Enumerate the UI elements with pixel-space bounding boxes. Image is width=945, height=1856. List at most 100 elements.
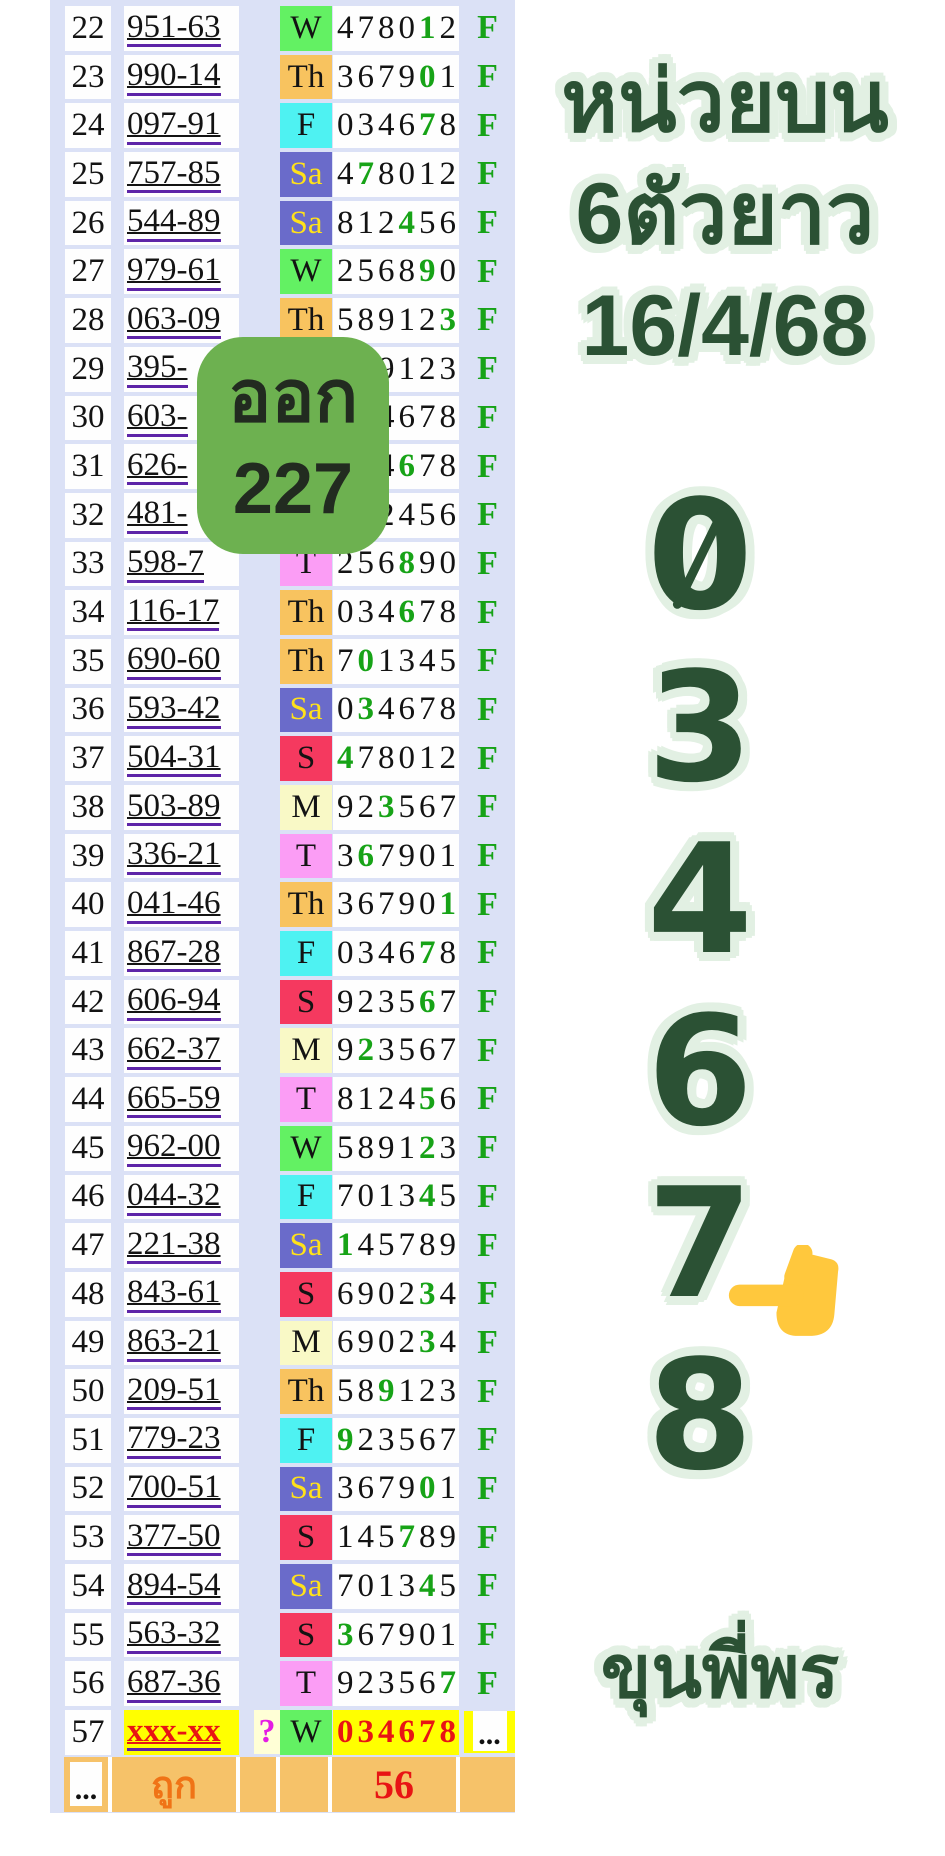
lottery-number[interactable]: 626- [127,448,188,486]
lottery-number[interactable]: 116-17 [127,594,220,632]
result-flag: F [477,1129,498,1167]
lottery-number[interactable]: 665-59 [127,1080,221,1119]
lottery-number[interactable]: 979-61 [127,253,221,291]
result-flag: F [477,544,498,582]
day-badge: M [280,785,332,830]
row-index: 26 [65,200,111,246]
lottery-number[interactable]: 863-21 [127,1324,221,1362]
lottery-number[interactable]: 990-14 [127,58,221,96]
lottery-number[interactable]: 563-32 [127,1616,221,1654]
row-index: 56 [65,1661,111,1707]
expand-dots[interactable]: ... [472,1711,507,1752]
lottery-number[interactable]: 603- [127,399,188,437]
lottery-number[interactable]: 598-7 [127,545,204,583]
day-badge: Th [280,882,332,928]
lottery-number[interactable]: 209-51 [127,1373,221,1411]
row-index: 45 [65,1125,111,1171]
result-flag: F [477,1469,498,1507]
lottery-number[interactable]: 867-28 [127,934,221,973]
panel-title-line3: 16/4/68 [581,278,869,374]
lottery-number[interactable]: 221-38 [127,1227,221,1265]
row-index: 34 [65,590,111,635]
lottery-number[interactable]: 395- [127,350,188,388]
lottery-number-pending[interactable]: xxx-xx [127,1713,221,1752]
result-flag: F [477,642,498,680]
result-flag: F [477,1226,498,1264]
result-flag: F [477,9,498,47]
lottery-number[interactable]: 504-31 [127,740,221,778]
day-badge: F [280,103,332,149]
lottery-number[interactable]: 687-36 [127,1665,221,1703]
lottery-number[interactable]: 593-42 [127,691,221,729]
result-flag: F [477,1275,498,1313]
lottery-number[interactable]: 662-37 [127,1032,221,1070]
lucky-digit-4: 4 [647,811,753,988]
lucky-digit-3: 3 [647,639,753,816]
lottery-number[interactable]: 700-51 [127,1470,221,1508]
row-index: 36 [65,687,111,733]
row-index: 51 [65,1417,111,1463]
lottery-number[interactable]: 377-50 [127,1519,221,1557]
lottery-number[interactable]: 690-60 [127,642,221,681]
day-badge: F [280,1417,332,1463]
row-index: 54 [65,1564,111,1609]
lottery-number[interactable]: 894-54 [127,1567,221,1606]
expand-dots[interactable]: ... [70,1762,102,1807]
lottery-number[interactable]: 544-89 [127,204,221,242]
day-badge: W [280,1710,332,1755]
lottery-number[interactable]: 336-21 [127,837,221,875]
lottery-number[interactable]: 951-63 [127,9,221,48]
lottery-number[interactable]: 063-09 [127,301,221,340]
result-flag: F [477,885,498,923]
day-badge: Sa [280,1223,332,1268]
lottery-number[interactable]: 757-85 [127,155,221,194]
row-index: 32 [65,492,111,538]
correct-label: ถูก [150,1764,197,1807]
lottery-number[interactable]: 606-94 [127,983,221,1021]
lottery-number[interactable]: 503-89 [127,788,221,827]
lottery-number[interactable]: 481- [127,496,188,535]
result-flag: F [477,350,498,388]
lottery-number[interactable]: 962-00 [127,1129,221,1167]
day-badge: S [280,979,332,1025]
result-flag: F [477,739,498,777]
lottery-number[interactable]: 779-23 [127,1421,221,1460]
lottery-number[interactable]: 097-91 [127,107,221,145]
panel-title-line2: 6ตัวยาว [575,166,875,262]
row-index: 48 [65,1271,111,1317]
lottery-number[interactable]: 843-61 [127,1275,221,1314]
day-badge: S [280,736,332,781]
lottery-number[interactable]: 044-32 [127,1178,221,1216]
day-badge: T [280,1661,332,1707]
correct-count: 56 [374,1761,414,1807]
row-index: 29 [65,346,111,392]
lottery-number[interactable]: 041-46 [127,886,221,924]
result-flag: F [477,1616,498,1654]
